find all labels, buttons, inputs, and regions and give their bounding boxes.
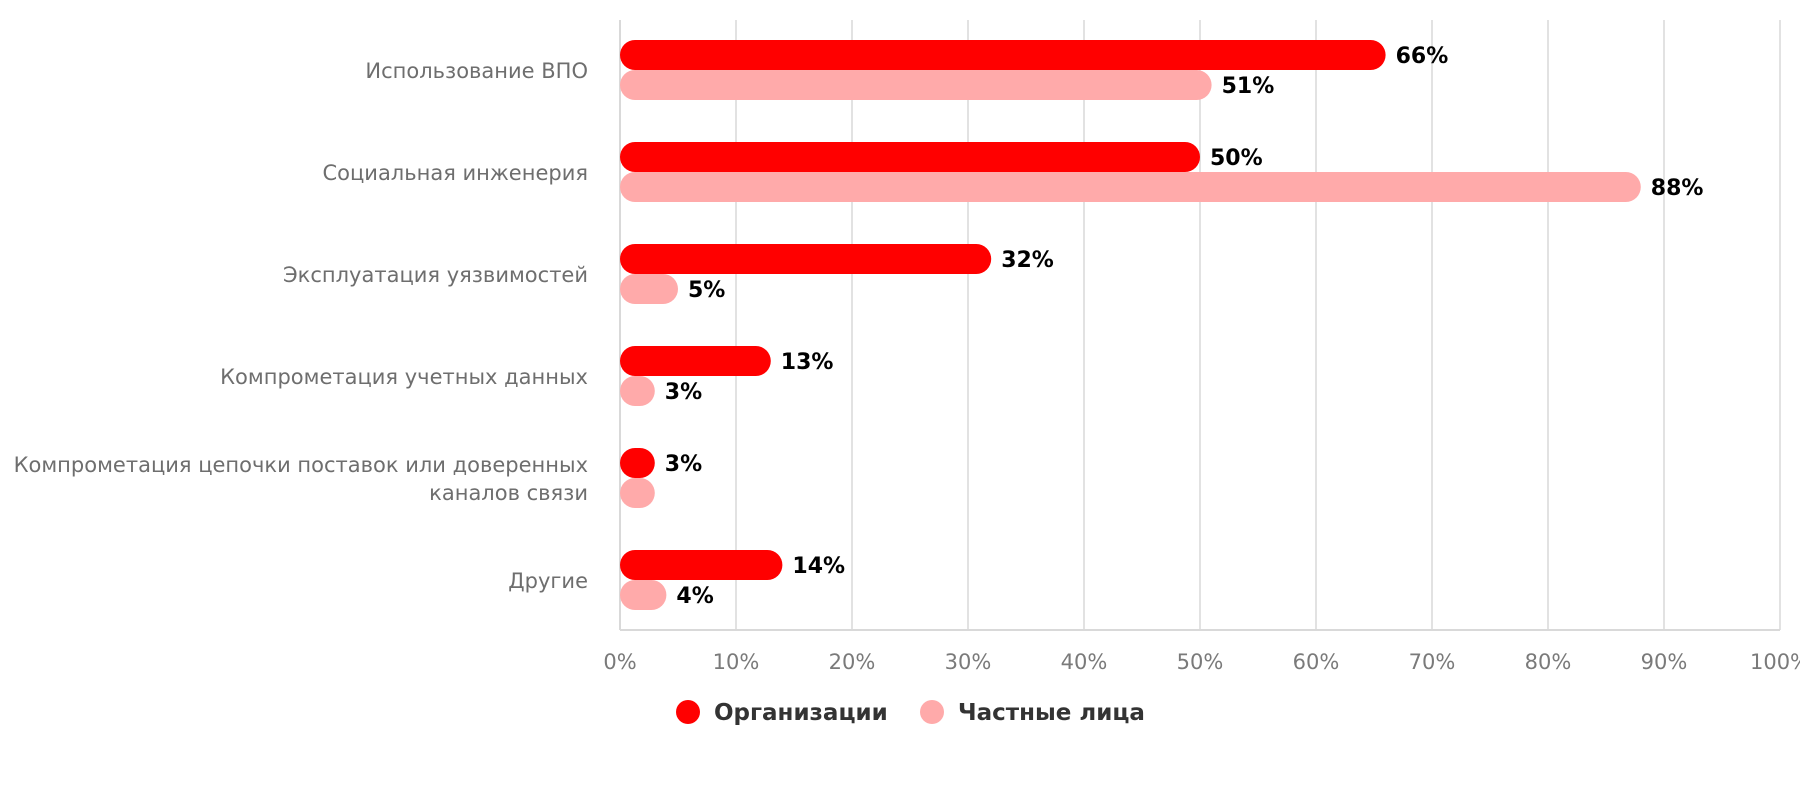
x-tick-label: 30% — [945, 650, 992, 674]
bar-organizations — [620, 40, 1386, 70]
x-tick-label: 90% — [1641, 650, 1688, 674]
bar-individuals — [620, 376, 655, 406]
x-tick-label: 100% — [1750, 650, 1800, 674]
data-label: 3% — [665, 380, 702, 405]
category-label: каналов связи — [429, 481, 588, 505]
data-label: 32% — [1001, 248, 1054, 273]
data-label: 4% — [676, 584, 713, 609]
category-label: Другие — [508, 569, 588, 593]
category-label: Использование ВПО — [365, 59, 588, 83]
category-label: Социальная инженерия — [322, 161, 588, 185]
data-label: 88% — [1651, 176, 1704, 201]
x-tick-label: 60% — [1293, 650, 1340, 674]
label-layer: 0% 10% 20% 30% 40% 50% 60% 70% 80% 90% 100% Использ… — [14, 44, 1800, 674]
data-label: 13% — [781, 350, 834, 375]
data-label: 3% — [665, 452, 702, 477]
x-tick-label: 40% — [1061, 650, 1108, 674]
category-label: Эксплуатация уязвимостей — [283, 263, 588, 287]
x-tick-label: 20% — [829, 650, 876, 674]
data-label: 51% — [1222, 74, 1275, 99]
bar-individuals — [620, 70, 1212, 100]
x-tick-label: 0% — [603, 650, 636, 674]
bar-individuals — [620, 172, 1641, 202]
bar-individuals — [620, 580, 667, 610]
bar-organizations — [620, 448, 655, 478]
bar-organizations — [620, 244, 992, 274]
grid-layer — [619, 20, 1781, 631]
data-label: 50% — [1210, 146, 1263, 171]
bar-organizations — [620, 346, 771, 376]
bar-organizations — [620, 142, 1200, 172]
x-tick-label: 80% — [1525, 650, 1572, 674]
data-label: 5% — [688, 278, 725, 303]
data-label: 14% — [792, 554, 845, 579]
legend-label: Организации — [714, 700, 888, 726]
legend: Организации Частные лица — [676, 700, 1145, 726]
bar-individuals — [620, 274, 678, 304]
legend-marker — [676, 700, 700, 724]
category-label: Компрометация учетных данных — [220, 365, 588, 389]
x-tick-label: 10% — [713, 650, 760, 674]
category-label: Компрометация цепочки поставок или довер… — [14, 453, 588, 477]
x-tick-label: 50% — [1177, 650, 1224, 674]
bar-individuals — [620, 478, 655, 508]
bar-organizations — [620, 550, 783, 580]
data-label: 66% — [1396, 44, 1449, 69]
x-tick-label: 70% — [1409, 650, 1456, 674]
legend-label: Частные лица — [958, 700, 1145, 726]
legend-marker — [920, 700, 944, 724]
bar-layer — [620, 40, 1641, 610]
